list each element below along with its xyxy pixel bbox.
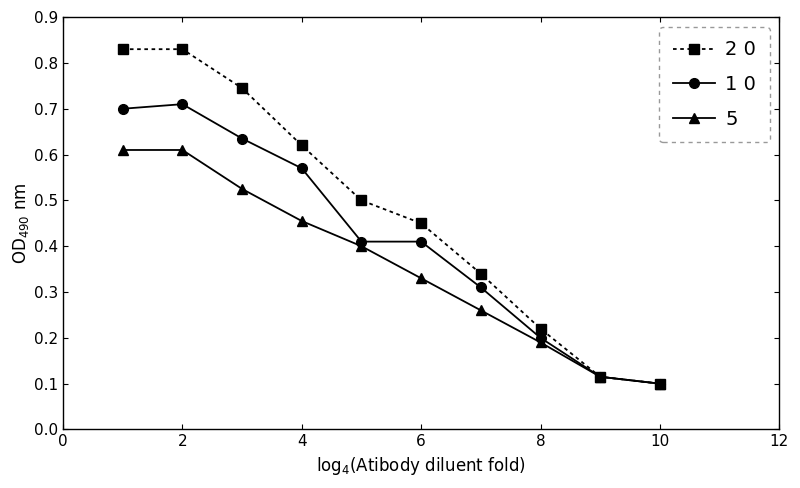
- Line: 2 0: 2 0: [118, 44, 665, 388]
- 2 0: [536, 326, 546, 332]
- 2 0: [178, 46, 187, 52]
- 2 0: [416, 221, 426, 226]
- 1 0: [118, 106, 127, 112]
- 1 0: [178, 101, 187, 107]
- 5: [357, 244, 366, 249]
- X-axis label: log$_4$(Atibody diluent fold): log$_4$(Atibody diluent fold): [316, 455, 526, 477]
- 2 0: [238, 85, 247, 91]
- 1 0: [655, 381, 665, 386]
- 5: [655, 381, 665, 386]
- 1 0: [595, 374, 605, 380]
- 5: [595, 374, 605, 380]
- 5: [178, 147, 187, 153]
- 1 0: [357, 239, 366, 244]
- 2 0: [297, 142, 306, 148]
- 5: [536, 340, 546, 346]
- 5: [297, 218, 306, 224]
- Line: 1 0: 1 0: [118, 99, 665, 388]
- 2 0: [595, 374, 605, 380]
- 5: [238, 186, 247, 192]
- 5: [416, 275, 426, 281]
- Y-axis label: OD$_{490}$ nm: OD$_{490}$ nm: [11, 183, 31, 264]
- 2 0: [118, 46, 127, 52]
- 5: [476, 307, 486, 313]
- 2 0: [655, 381, 665, 386]
- 5: [118, 147, 127, 153]
- 1 0: [238, 136, 247, 142]
- 1 0: [297, 165, 306, 171]
- 1 0: [416, 239, 426, 244]
- 1 0: [536, 335, 546, 341]
- 1 0: [476, 285, 486, 290]
- 2 0: [357, 198, 366, 203]
- Line: 5: 5: [118, 145, 665, 388]
- 2 0: [476, 271, 486, 277]
- Legend: 2 0, 1 0, 5: 2 0, 1 0, 5: [659, 27, 770, 142]
